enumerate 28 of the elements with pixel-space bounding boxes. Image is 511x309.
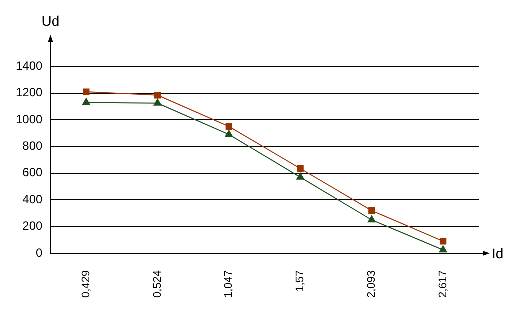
point [154,98,162,106]
x-tick-label: 2,617 [437,270,450,298]
point [82,98,90,106]
y-tick-label: 800 [22,139,44,154]
y-tick-label: 400 [22,192,44,206]
y-tick-label: 1200 [16,86,44,100]
point [297,165,304,172]
y-tick-label: 200 [22,219,44,234]
x-tick-label: 0,429 [80,270,92,298]
y-tick-label: 0 [36,246,44,260]
y-tick-label: 1000 [16,112,44,126]
y-tick-label: 600 [22,166,44,180]
x-tick-label: 0,524 [152,270,164,298]
point [225,130,234,138]
point [226,123,232,130]
x-tick-label: 1,57 [294,270,307,292]
point [440,238,447,245]
point [439,246,448,253]
x-tick-label: 1,047 [223,270,236,298]
y-axis-title: Ud [42,12,60,29]
x-tick-label: 2,093 [366,270,378,298]
point [368,207,376,214]
x-axis-title: Id [492,245,504,262]
point [83,88,90,96]
point [368,216,376,223]
point [154,92,162,99]
y-tick-label: 1400 [16,58,44,73]
point [296,172,305,180]
